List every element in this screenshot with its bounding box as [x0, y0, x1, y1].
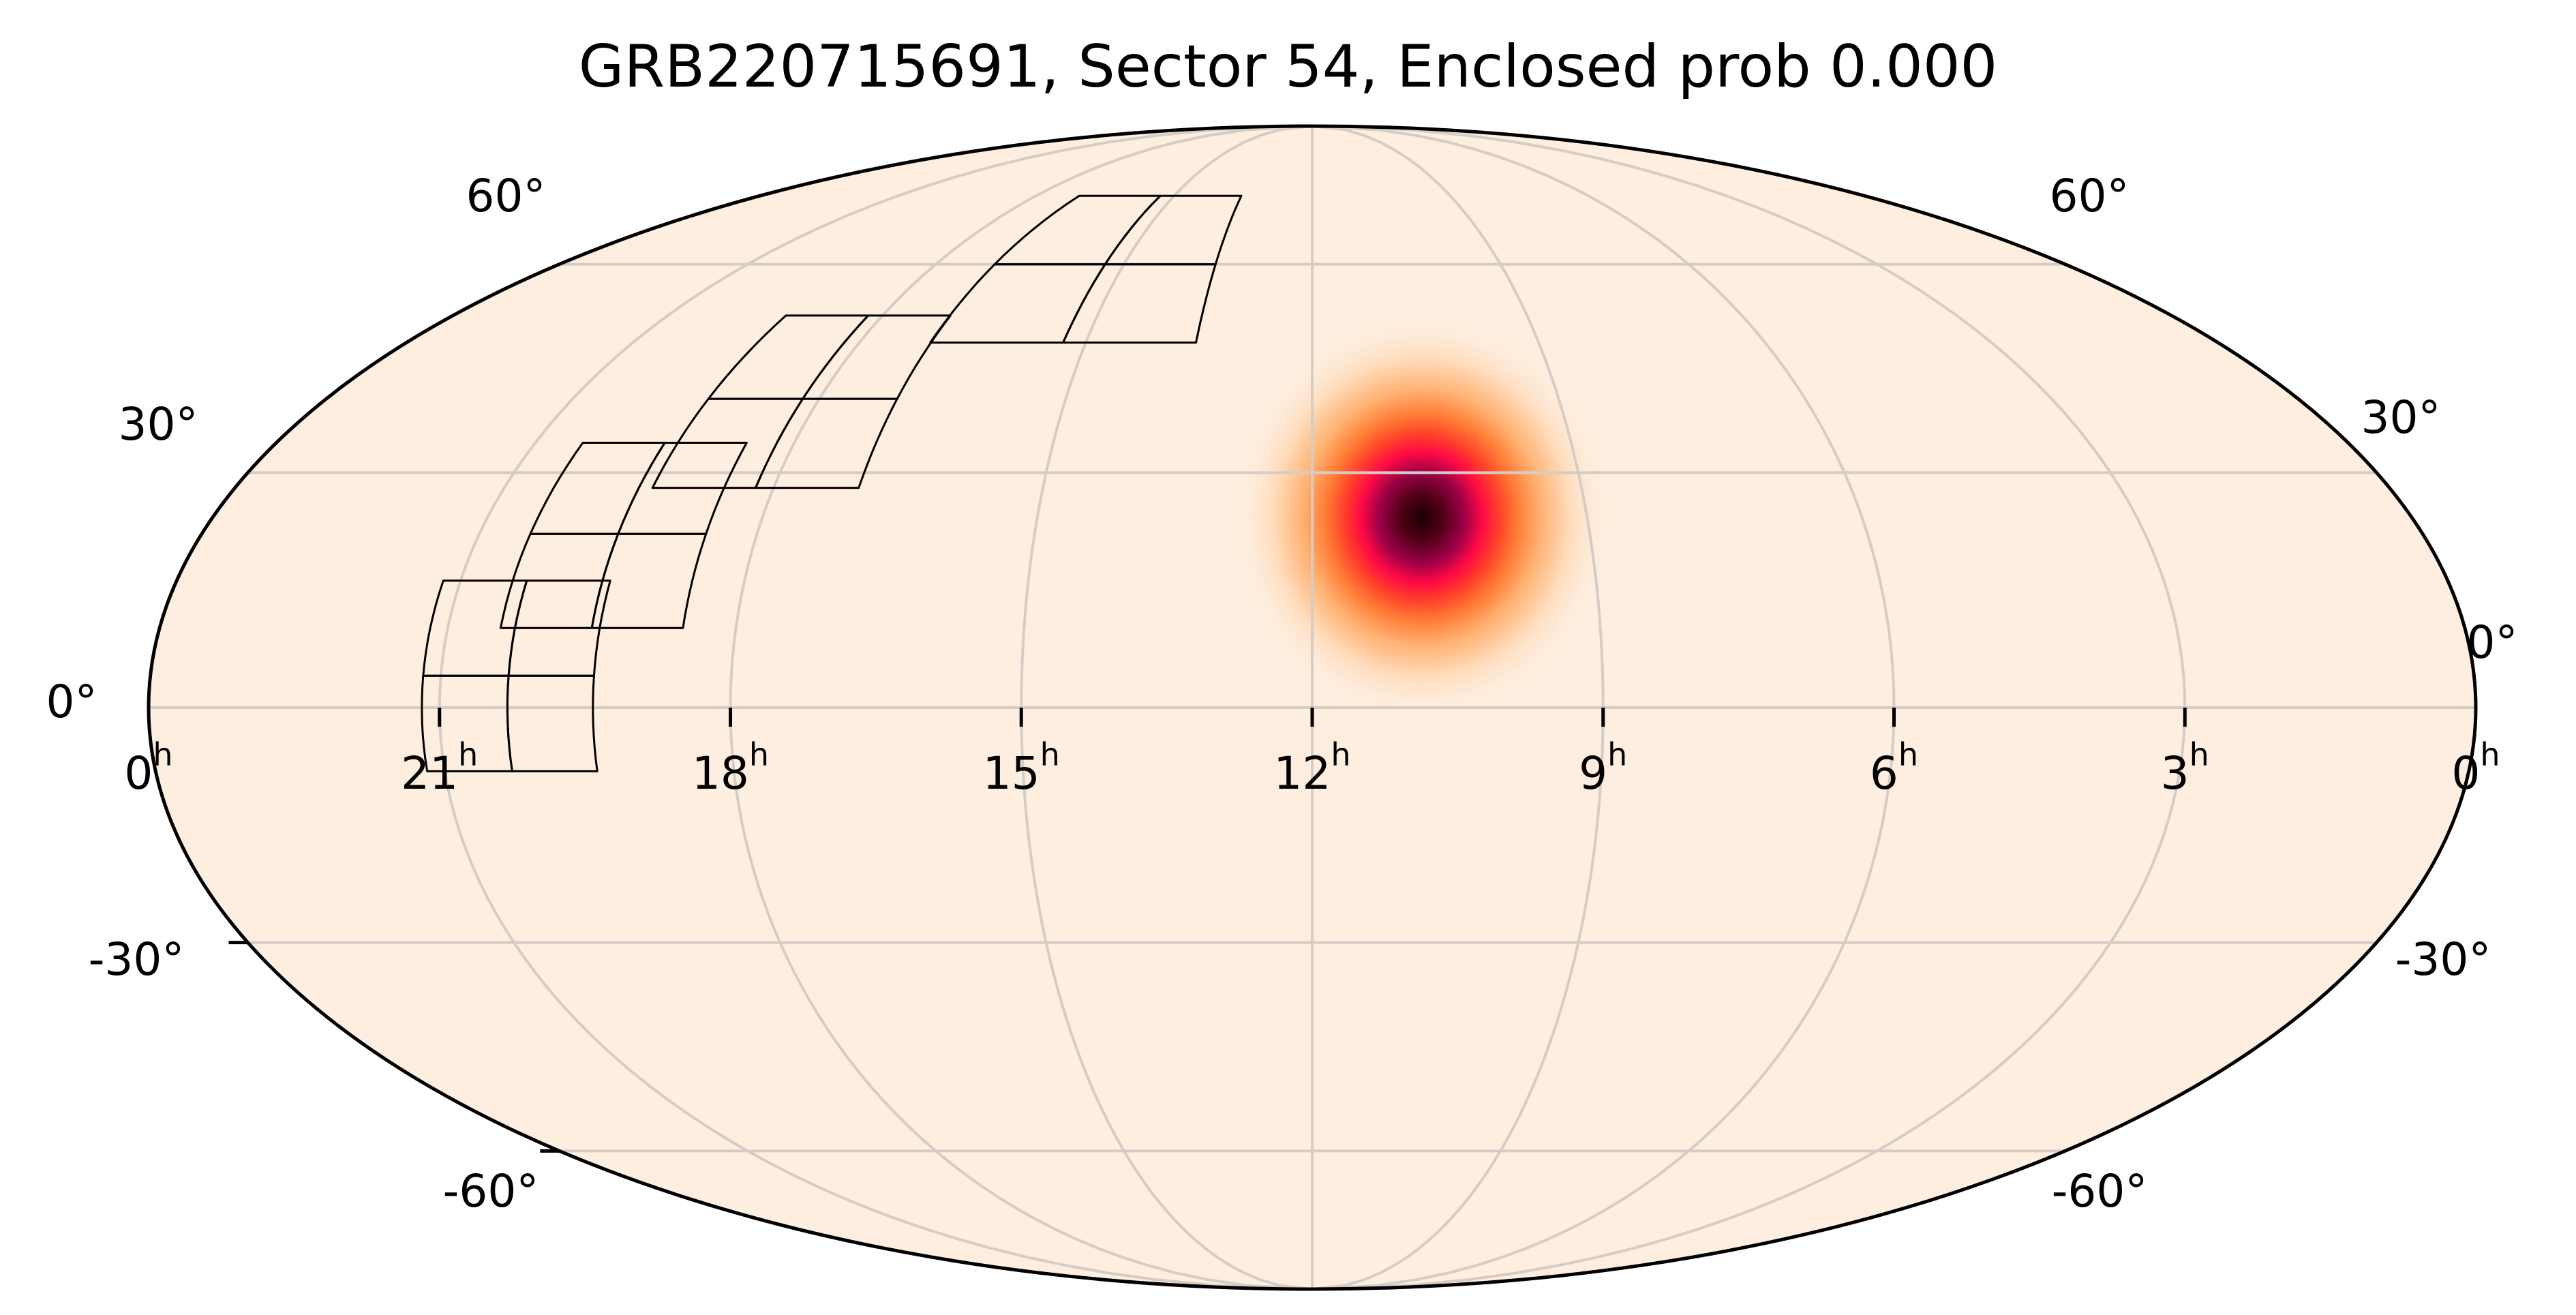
probability-heatmap: [1230, 313, 1613, 723]
ccd-tile: [422, 579, 528, 677]
dec-label-right: -60°: [2052, 1165, 2148, 1218]
dec-label-left: -60°: [443, 1165, 539, 1218]
ccd-tile: [993, 194, 1162, 266]
ccd-tile: [529, 442, 666, 535]
chart-title: GRB220715691, Sector 54, Enclosed prob 0…: [578, 33, 1998, 101]
ra-tick-label: 3h: [2161, 736, 2209, 800]
axis-labels: 0h 21h 18h 15h 12h 9h 6h 3h 0h60°30°0°-30°-60°60…: [46, 170, 2518, 1218]
dec-label-right: 30°: [2361, 391, 2441, 444]
dec-label-left: 60°: [466, 170, 546, 222]
axis-ticks: [228, 708, 2187, 1153]
tess-footprint: [421, 194, 1243, 772]
dec-label-right: 0°: [2467, 616, 2518, 669]
dec-label-left: -30°: [89, 933, 185, 986]
dec-label-left: 30°: [119, 398, 198, 451]
dec-label-left: 0°: [46, 676, 97, 728]
dec-label-right: 60°: [2050, 170, 2130, 222]
dec-label-right: -30°: [2395, 933, 2491, 986]
ccd-tile: [707, 314, 870, 400]
ra-tick-label: 9h: [1579, 736, 1627, 800]
probability-peak: [1230, 313, 1613, 723]
ra-tick-label: 0h: [2451, 736, 2500, 800]
sky-outline: [147, 124, 2478, 1291]
